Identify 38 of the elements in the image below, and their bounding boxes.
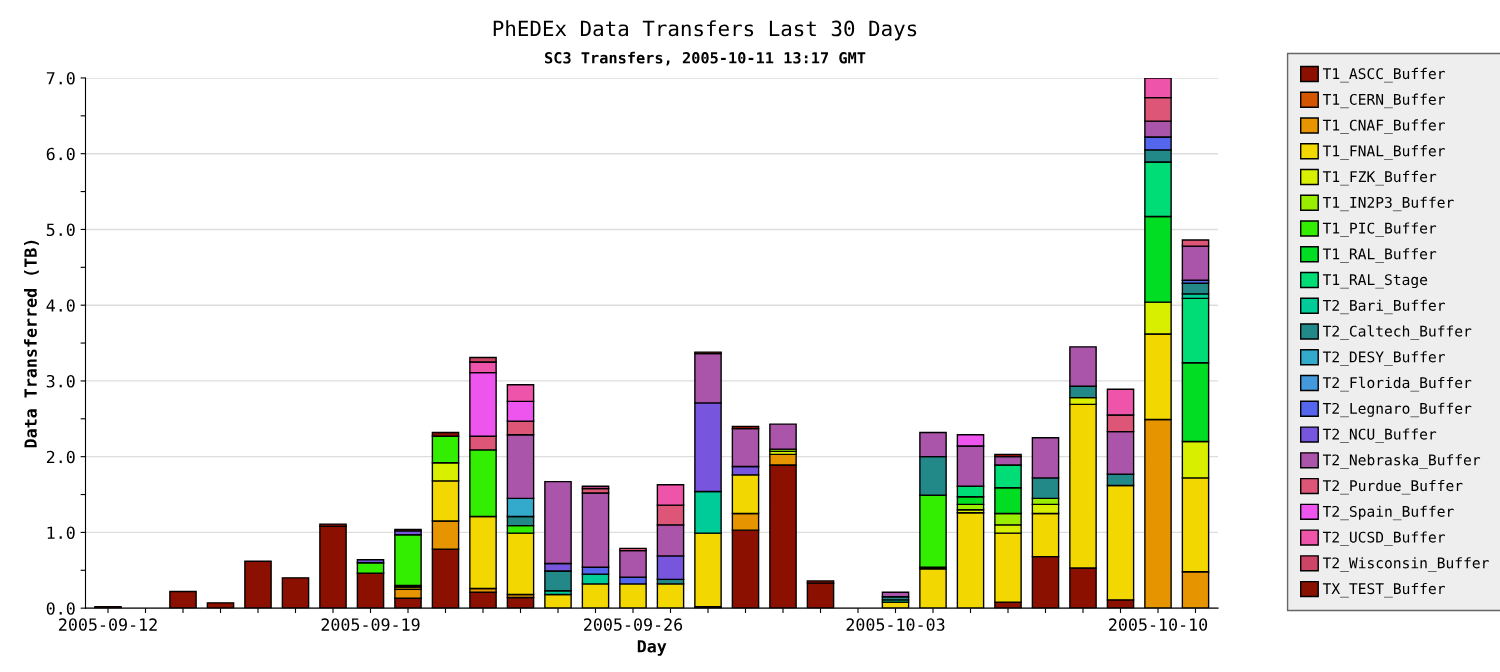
y-tick-label: 3.0 [46,374,75,388]
legend-label: T1_FNAL_Buffer [1322,145,1445,160]
legend-label: T1_CNAF_Buffer [1322,119,1445,134]
x-tick-label: 2005-09-19 [321,618,420,631]
y-tick-label: 2.0 [46,450,75,464]
y-tick-label: 4.0 [46,299,75,312]
legend-label: T2_Purdue_Buffer [1322,479,1463,495]
y-tick-label: 0.0 [46,602,75,615]
legend-label: T1_PIC_Buffer [1322,222,1437,237]
legend-label: T2_Caltech_Buffer [1322,325,1472,340]
legend-label: T1_RAL_Stage [1322,274,1428,289]
x-tick-label: 2005-10-03 [846,618,945,631]
legend-label: TX_TEST_Buffer [1322,582,1445,598]
x-axis-title: Day [637,640,667,656]
legend-label: T2_Nebraska_Buffer [1322,454,1481,469]
x-tick-label: 2005-09-26 [584,618,683,631]
x-tick-label: 2005-10-10 [1109,618,1208,631]
legend-label: T2_Spain_Buffer [1322,505,1454,521]
y-tick-label: 6.0 [46,147,75,161]
y-tick-label: 5.0 [46,223,75,237]
legend-label: T2_UCSD_Buffer [1322,531,1445,546]
legend-label: T1_CERN_Buffer [1322,93,1445,109]
legend-label: T2_Florida_Buffer [1322,376,1472,392]
x-tick-label: 2005-09-12 [59,618,157,631]
legend-label: T2_Legnaro_Buffer [1322,402,1472,418]
chart-title: PhEDEx Data Transfers Last 30 Days [493,20,917,41]
chart-subtitle: SC3 Transfers, 2005-10-11 13:17 GMT [545,51,866,66]
legend-label: T1_IN2P3_Buffer [1322,196,1454,212]
legend-label: T2_Bari_Buffer [1322,299,1445,315]
legend-label: T2_Wisconsin_Buffer [1322,557,1489,572]
legend-label: T1_ASCC_Buffer [1322,67,1445,83]
legend-label: T2_NCU_Buffer [1322,428,1437,443]
y-tick-label: 1.0 [47,526,75,540]
legend-label: T2_DESY_Buffer [1322,351,1445,366]
y-axis-title: Data Transferred (TB) [23,240,39,448]
legend-label: T1_RAL_Buffer [1322,248,1437,263]
legend-label: T1_FZK_Buffer [1322,170,1437,186]
y-tick-label: 7.0 [46,71,75,85]
